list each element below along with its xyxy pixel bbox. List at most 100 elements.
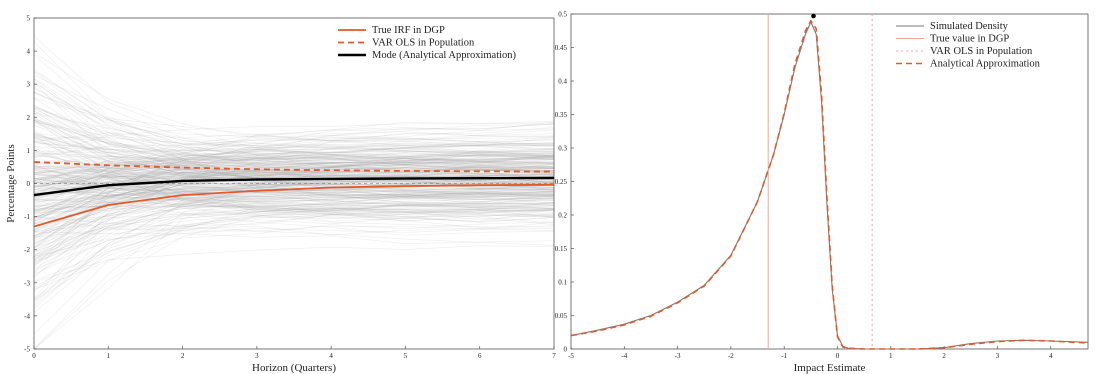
simulated-draw-line [33, 191, 555, 233]
simulated-draw-line [33, 197, 555, 288]
simulated-draw-line [33, 143, 555, 200]
simulated-draw-line [33, 92, 555, 147]
y-tick-label: -4 [24, 312, 30, 320]
simulated-draw-line [33, 140, 555, 194]
simulated-draw-line [33, 190, 555, 335]
simulated-draw-line [33, 142, 555, 175]
simulated-draw-line [33, 149, 555, 278]
simulated-draw-line [33, 128, 555, 220]
simulated-draw-line [33, 145, 555, 231]
y-tick-label: 5 [27, 15, 31, 23]
simulated-draw-line [33, 78, 555, 195]
simulated-draw-line [33, 86, 555, 205]
simulated-draw-line [33, 52, 555, 151]
simulated-draw-line [33, 118, 555, 170]
simulated-draw-line [33, 166, 555, 179]
simulated-draw-line [33, 163, 555, 173]
simulated-draw-line [33, 166, 555, 225]
legend-label: Mode (Analytical Approximation) [372, 50, 517, 61]
simulated-draw-line [33, 105, 555, 169]
simulated-draw-line [33, 134, 555, 173]
simulated-draw-line [33, 203, 555, 221]
simulated-draw-line [33, 168, 555, 219]
y-tick-label: 1 [27, 147, 31, 155]
simulated-draw-line [33, 181, 555, 195]
simulated-draw-line [33, 127, 555, 225]
simulated-draw-line [33, 194, 555, 212]
simulated-draw-line [33, 165, 555, 264]
simulated-draw-line [33, 118, 555, 168]
simulated-draw-line [33, 142, 555, 188]
simulated-draw-line [33, 82, 555, 228]
simulated-draw-line [33, 155, 555, 168]
simulated-draw-line [33, 191, 555, 350]
simulated-draw-line [33, 87, 555, 157]
simulated-draw-line [33, 151, 555, 193]
simulated-draw-line [33, 136, 555, 191]
simulated-draw-line [33, 75, 555, 158]
simulated-draw-line [33, 131, 555, 218]
simulated-draw-line [33, 119, 555, 218]
simulated-draw-line [33, 110, 555, 205]
simulated-draw-line [33, 208, 555, 259]
simulated-draw-line [33, 168, 555, 177]
simulated-draw-line [33, 123, 555, 299]
simulated-draw-line [33, 145, 555, 187]
simulated-draw-line [33, 178, 555, 307]
x-tick-label: 7 [552, 352, 556, 360]
simulated-draw-line [33, 182, 555, 221]
simulated-draw-line [33, 131, 555, 142]
series-line [33, 161, 555, 173]
simulated-draw-line [33, 164, 555, 226]
x-tick-label: 4 [1049, 352, 1053, 360]
simulated-draw-line [33, 165, 555, 200]
simulated-draw-line [33, 193, 555, 256]
density-panel: -5 -4 -3 -2 -1 0 1 2 3 4 0 0.05 0.1 0.15 0.2 0.25 0.3 0.3… [555, 11, 1089, 374]
x-tick-label: -3 [675, 352, 681, 360]
simulated-draw-line [33, 170, 555, 182]
simulated-draw-line [33, 188, 555, 237]
simulated-draw-line [33, 177, 555, 197]
simulated-draw-line [33, 176, 555, 183]
simulated-draw-line [33, 91, 555, 164]
simulated-draw-line [33, 158, 555, 219]
simulated-draw-line [33, 110, 555, 182]
simulated-draw-line [33, 123, 555, 268]
simulated-draw-line [33, 161, 555, 246]
simulated-draw-line [33, 210, 555, 271]
simulated-draw-line [33, 158, 555, 197]
simulated-draw-line [33, 164, 555, 197]
simulated-draw-line [33, 145, 555, 191]
simulated-draw-line [33, 158, 555, 173]
simulated-draw-line [33, 157, 555, 184]
simulated-draw-line [33, 91, 555, 154]
y-axis-label: Percentage Points [5, 144, 17, 223]
simulated-draw-line [33, 154, 555, 218]
simulated-draw-line [33, 174, 555, 193]
simulated-draw-line [33, 150, 555, 175]
legend-label: Analytical Approximation [930, 59, 1041, 70]
simulated-draw-line [33, 204, 555, 211]
simulated-draw-line [33, 136, 555, 216]
simulated-draw-line [33, 165, 555, 214]
simulated-draw-line [33, 187, 555, 214]
simulated-draw-line [33, 185, 555, 194]
simulated-draw-line [33, 148, 555, 199]
simulated-draw-line [33, 120, 555, 171]
simulated-draw-line [33, 142, 555, 164]
simulated-draw-line [33, 178, 555, 197]
simulated-draw-line [33, 161, 555, 183]
simulated-draw-line [33, 156, 555, 243]
simulated-draw-line [33, 112, 555, 226]
simulated-draw-line [33, 190, 555, 196]
simulated-draw-line [33, 136, 555, 189]
simulated-draw-line [33, 135, 555, 303]
y-tick-label: 0.35 [555, 111, 568, 119]
simulated-draw-line [33, 140, 555, 207]
simulated-draws [33, 35, 555, 350]
simulated-draw-line [33, 210, 555, 275]
x-tick-label: -5 [568, 352, 574, 360]
simulated-draw-line [33, 130, 555, 222]
simulated-draw-line [33, 160, 555, 245]
series-line [33, 176, 555, 197]
